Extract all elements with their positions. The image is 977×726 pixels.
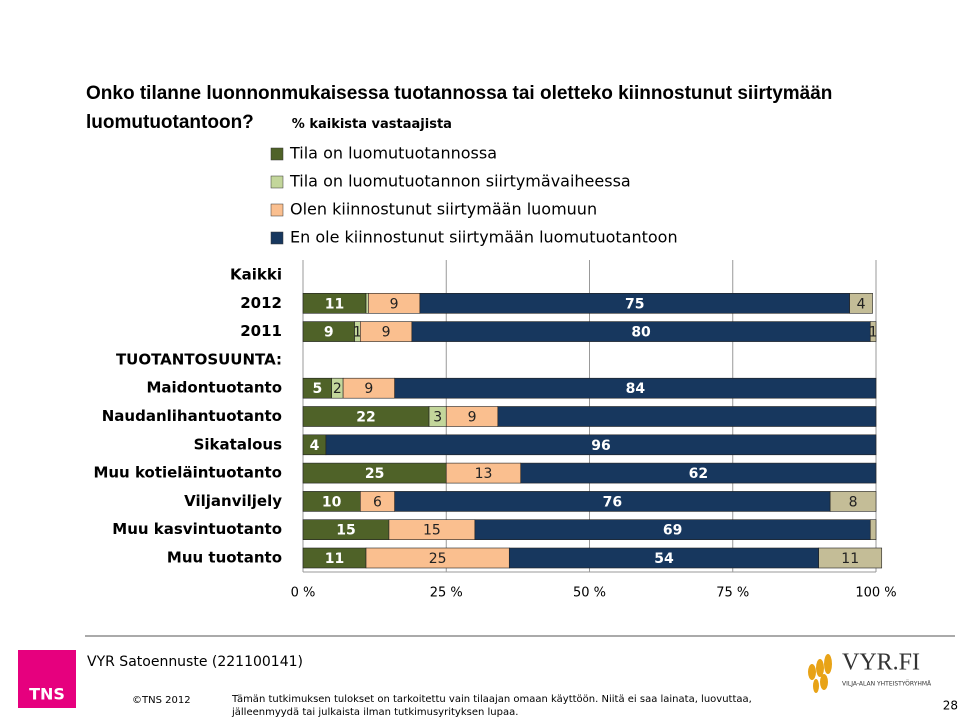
data-label: 8 [849, 494, 858, 510]
data-label: 11 [325, 296, 344, 312]
bar-segment [869, 321, 877, 342]
category-label: 2011 [240, 322, 282, 340]
brand-icon [808, 654, 832, 693]
data-label: 9 [324, 325, 334, 341]
project: VYR Satoennuste (221100141) [87, 654, 303, 670]
data-label: 5 [312, 381, 322, 397]
brand: VYR.FI [842, 650, 920, 676]
data-label: 80 [631, 325, 651, 341]
category-label: Muu kotieläintuotanto [93, 464, 282, 482]
category-label: Muu kasvintuotanto [112, 520, 282, 538]
data-label: 22 [356, 410, 375, 426]
legend-label: Tila on luomutuotannossa [289, 144, 497, 163]
bar-segment [520, 462, 877, 484]
bar-segment [394, 377, 877, 399]
category-label: Sikatalous [194, 435, 282, 453]
data-label: 69 [663, 523, 682, 539]
legend-swatch [270, 175, 284, 189]
data-label: 9 [468, 410, 477, 426]
disclaimer: Tämän tutkimuksen tulokset on tarkoitett… [232, 694, 752, 718]
data-label: 4 [857, 296, 866, 312]
data-label: 84 [626, 381, 646, 397]
data-label: 9 [390, 296, 399, 312]
data-label: 10 [322, 494, 342, 510]
legend-label: En ole kiinnostunut siirtymään luomutuot… [290, 228, 678, 247]
data-label: 25 [365, 466, 384, 482]
category-label: Maidontuotanto [146, 379, 282, 397]
data-label: 1 [353, 325, 362, 341]
brand-tagline: VILJA-ALAN YHTEISTYÖRYHMÄ [842, 681, 932, 688]
tns-logo-text: TNS [29, 685, 65, 704]
data-label: 96 [591, 438, 610, 454]
data-label: 62 [689, 466, 708, 482]
bar-segment [829, 491, 877, 512]
data-label: 13 [475, 466, 493, 482]
data-label: 15 [336, 523, 355, 539]
data-label: 2 [333, 381, 342, 397]
data-label: 54 [654, 551, 674, 567]
page-number: 28 [943, 699, 958, 713]
data-label: 9 [364, 381, 373, 397]
data-label: 1 [869, 325, 878, 341]
tns-logo [18, 650, 76, 708]
copyright: ©TNS 2012 [132, 695, 191, 706]
x-tick-label: 100 % [855, 586, 896, 601]
data-label: 25 [429, 551, 447, 567]
category-label: Kaikki [230, 266, 282, 284]
category-label: Naudanlihantuotanto [102, 407, 282, 425]
data-label: 15 [423, 523, 441, 539]
bar-segment [849, 292, 873, 314]
bar-segment [325, 434, 877, 456]
title-block: Onko tilanne luonnonmukaisessa tuotannos… [86, 79, 846, 137]
legend-swatch [270, 147, 284, 161]
chart-title: Onko tilanne luonnonmukaisessa tuotannos… [86, 83, 833, 133]
data-label: 76 [603, 494, 622, 510]
chart-subtitle: % kaikista vastaajista [291, 117, 452, 132]
legend-swatch [270, 203, 284, 217]
data-label: 11 [325, 551, 344, 567]
category-label: Viljanviljely [184, 492, 282, 510]
data-label: 3 [433, 410, 442, 426]
bar-segment [869, 519, 877, 541]
data-label: 11 [841, 551, 859, 567]
data-label: 75 [625, 296, 644, 312]
data-label: 4 [310, 438, 320, 454]
data-label: 6 [373, 494, 382, 510]
x-tick-label: 50 % [573, 586, 606, 601]
legend-swatch [270, 231, 284, 245]
legend-label: Olen kiinnostunut siirtymään luomuun [290, 200, 597, 219]
category-label: TUOTANTOSUUNTA: [116, 350, 282, 368]
legend-label: Tila on luomutuotannon siirtymävaiheessa [289, 172, 631, 191]
bar-segment [365, 292, 369, 314]
category-label: Muu tuotanto [167, 549, 282, 567]
x-tick-label: 75 % [716, 586, 749, 601]
category-label: 2012 [240, 294, 282, 312]
x-tick-label: 25 % [430, 586, 463, 601]
data-label: 9 [382, 325, 391, 341]
bar-segment [818, 547, 883, 569]
x-tick-label: 0 % [291, 586, 316, 601]
bar-segment [497, 406, 877, 427]
